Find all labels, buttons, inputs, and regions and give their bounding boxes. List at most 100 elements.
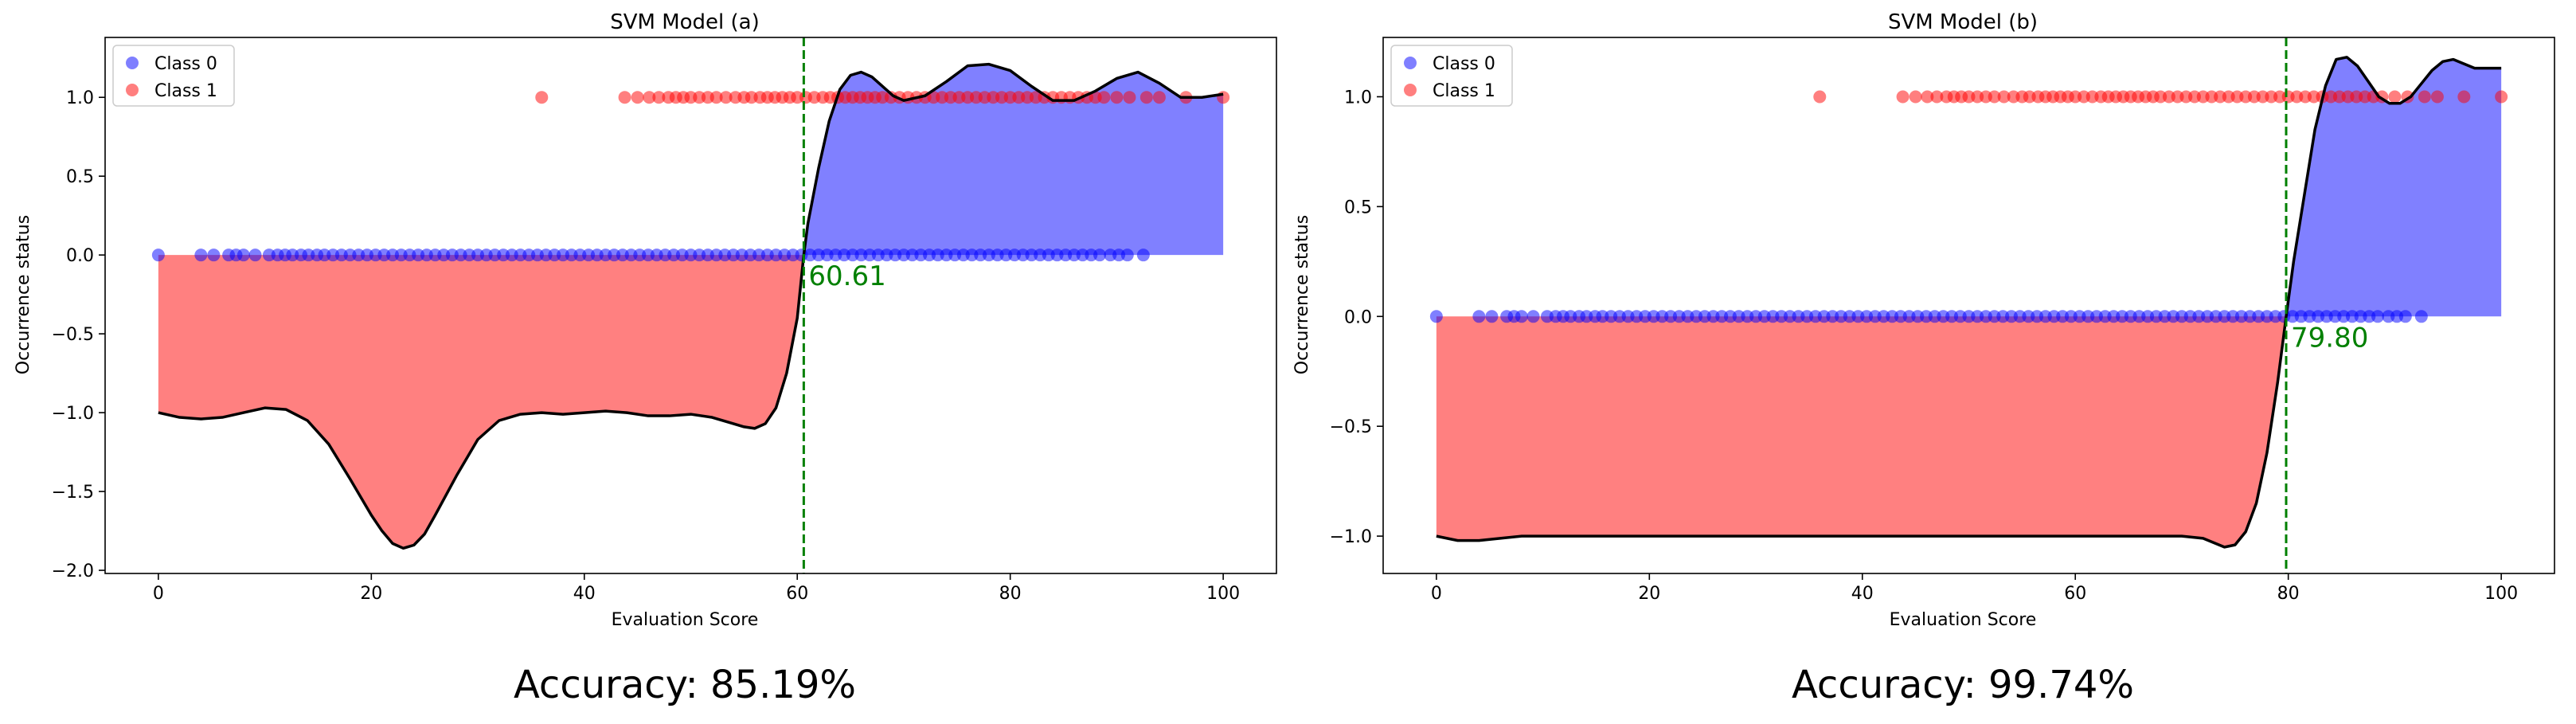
class1-point — [1217, 91, 1230, 104]
axes-frame — [104, 37, 1277, 574]
accuracy-label: Accuracy: 85.19% — [514, 663, 856, 707]
legend-entry-label: Class 0 — [154, 54, 217, 74]
y-axis-label: Occurrence status — [1292, 215, 1312, 374]
x-tick-label: 40 — [573, 584, 596, 604]
axes-frame — [1382, 37, 2555, 574]
class0-point — [1526, 310, 1540, 323]
class0-point — [1093, 249, 1107, 262]
chart-svm-model-b: SVM Model (b) Evaluation Score Occurrenc… — [1292, 10, 2555, 707]
chart-title: SVM Model (b) — [1888, 10, 2038, 34]
y-axis-label: Occurrence status — [14, 215, 33, 374]
class0-point — [2398, 310, 2412, 323]
class0-region-fill — [803, 64, 1224, 256]
legend-entry-label: Class 0 — [1433, 54, 1495, 74]
threshold-label: 79.80 — [2291, 322, 2368, 354]
class1-point — [1988, 90, 2001, 104]
class0-point — [1515, 310, 1528, 323]
class0-point — [1485, 310, 1499, 323]
y-tick-label: −0.5 — [1330, 417, 1372, 437]
class1-point — [719, 91, 733, 104]
x-axis-label: Evaluation Score — [1890, 610, 2037, 630]
class1-point — [2418, 90, 2431, 104]
y-tick-label: 0.5 — [66, 167, 94, 187]
class1-point — [2495, 90, 2508, 104]
x-tick-label: 60 — [2064, 584, 2086, 604]
class1-point — [1896, 90, 1910, 104]
class0-point — [236, 249, 250, 262]
x-tick-label: 100 — [2484, 584, 2518, 604]
class0-point — [194, 249, 208, 262]
legend-box — [112, 45, 235, 107]
class0-point — [1429, 310, 1443, 323]
class1-point — [652, 91, 666, 104]
class1-point — [2457, 90, 2471, 104]
class1-region-fill — [1436, 316, 2287, 547]
y-tick-label: −0.5 — [52, 325, 94, 345]
class1-point — [1997, 90, 2011, 104]
class1-region-fill — [158, 255, 804, 549]
class1-point — [1123, 91, 1136, 104]
class1-point — [631, 91, 644, 104]
class0-point — [1136, 249, 1150, 262]
legend-box — [1390, 45, 1513, 107]
y-tick-label: −1.5 — [52, 483, 94, 503]
class1-point — [1097, 91, 1111, 104]
class0-point — [151, 249, 165, 262]
class1-point — [709, 91, 723, 104]
chart-title: SVM Model (a) — [610, 10, 760, 34]
y-tick-label: 0.0 — [66, 246, 94, 266]
y-tick-label: −1.0 — [1330, 527, 1372, 547]
y-tick-label: 1.0 — [66, 88, 94, 108]
y-tick-label: 1.0 — [1344, 88, 1372, 108]
x-tick-label: 0 — [153, 584, 164, 604]
class1-point — [618, 91, 631, 104]
class1-point — [643, 91, 656, 104]
x-tick-label: 80 — [999, 584, 1022, 604]
legend-marker — [1404, 84, 1417, 96]
class1-point — [1909, 90, 1922, 104]
class0-point — [248, 249, 262, 262]
x-tick-label: 100 — [1206, 584, 1240, 604]
class0-point — [1472, 310, 1486, 323]
class0-point — [1120, 249, 1134, 262]
class1-point — [1813, 90, 1827, 104]
x-tick-label: 80 — [2277, 584, 2300, 604]
y-tick-label: −2.0 — [52, 562, 94, 581]
class0-point — [207, 249, 221, 262]
class0-region-fill — [2286, 57, 2502, 317]
legend: Class 0 Class 1 — [112, 45, 235, 107]
accuracy-label: Accuracy: 99.74% — [1792, 663, 2134, 707]
plot-area — [1429, 37, 2508, 573]
class1-point — [2430, 90, 2444, 104]
x-tick-label: 60 — [786, 584, 808, 604]
legend-marker — [126, 57, 139, 69]
legend: Class 0 Class 1 — [1390, 45, 1513, 107]
legend-marker — [1404, 57, 1417, 69]
legend-entry-label: Class 1 — [1433, 81, 1495, 101]
y-tick-label: −1.0 — [52, 404, 94, 424]
class1-point — [1110, 91, 1124, 104]
threshold-label: 60.61 — [808, 260, 885, 292]
decision-curve — [1436, 56, 2502, 549]
class0-point — [2371, 310, 2385, 323]
legend-entry-label: Class 1 — [154, 81, 217, 101]
decision-curve — [158, 62, 1224, 550]
class1-point — [1930, 90, 1944, 104]
class1-point — [1152, 91, 1166, 104]
class1-point — [535, 91, 549, 104]
class1-point — [1139, 91, 1153, 104]
x-tick-label: 20 — [1638, 584, 1660, 604]
x-tick-label: 0 — [1431, 584, 1442, 604]
x-tick-label: 40 — [1851, 584, 1874, 604]
y-tick-label: 0.5 — [1344, 198, 1372, 217]
x-axis-label: Evaluation Score — [612, 610, 759, 630]
x-tick-label: 20 — [360, 584, 382, 604]
class0-point — [2414, 310, 2428, 323]
y-tick-label: 0.0 — [1344, 307, 1372, 327]
class1-point — [2388, 90, 2402, 104]
legend-marker — [126, 84, 139, 96]
plot-area — [151, 37, 1230, 573]
class1-point — [1921, 90, 1934, 104]
chart-svm-model-a: SVM Model (a) Evaluation Score Occurrenc… — [14, 10, 1277, 707]
